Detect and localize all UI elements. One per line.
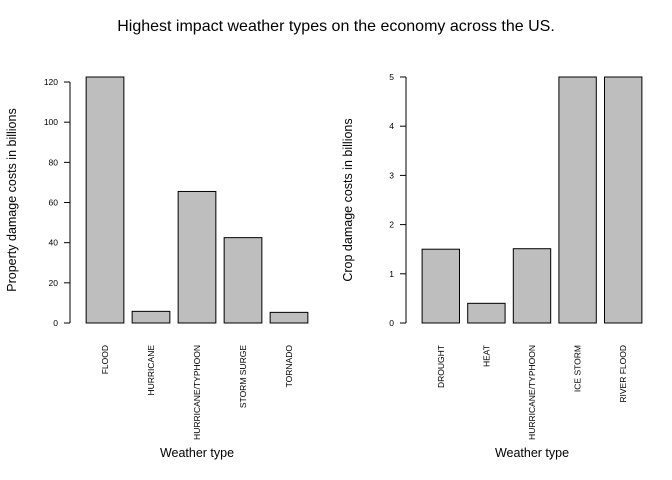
- bar: [512, 248, 552, 324]
- y-tick-label: 100: [44, 117, 58, 127]
- bar: [604, 76, 643, 324]
- bar: [177, 190, 217, 324]
- x-tick-label: HURRICANE/TYPHOON: [192, 345, 202, 440]
- x-tick-label: TORNADO: [284, 345, 294, 388]
- bar: [131, 310, 171, 324]
- x-tick-label: STORM SURGE: [238, 345, 248, 408]
- x-tick-label: DROUGHT: [436, 345, 446, 388]
- x-tick-label: FLOOD: [100, 345, 110, 374]
- figure-title: Highest impact weather types on the econ…: [117, 18, 555, 35]
- y-tick-label: 4: [389, 121, 394, 131]
- y-tick-label: 40: [49, 238, 59, 248]
- y-axis-label: Crop damage costs in billions: [341, 118, 355, 281]
- chart-panel-1: FLOOD HURRICANE HURRICANE/TYPHOON STORM SUR…: [5, 76, 309, 460]
- y-tick-label: 3: [389, 170, 394, 180]
- x-tick-label: ICE STORM: [573, 345, 583, 392]
- bar: [421, 248, 460, 324]
- bar: [223, 237, 263, 324]
- x-axis-label: Weather type: [495, 446, 569, 460]
- y-tick-label: 2: [389, 220, 394, 230]
- y-tick-label: 60: [49, 198, 59, 208]
- y-tick-label: 20: [49, 278, 59, 288]
- bar: [269, 311, 309, 324]
- y-tick-label: 5: [389, 72, 394, 82]
- bar: [85, 76, 125, 324]
- bar: [558, 76, 597, 324]
- x-tick-label: HURRICANE: [146, 345, 156, 396]
- x-tick-label: HEAT: [481, 345, 491, 367]
- y-tick-label: 0: [389, 318, 394, 328]
- x-axis-label: Weather type: [160, 446, 234, 460]
- y-tick-label: 0: [53, 318, 58, 328]
- chart-panel-2: DROUGHT HEAT HURRICANE/TYPHOON ICE STORM RIV…: [341, 72, 643, 460]
- y-tick-label: 80: [49, 157, 59, 167]
- y-tick-label: 120: [44, 77, 58, 87]
- y-axis-label: Property damage costs in billions: [5, 108, 19, 291]
- x-tick-label: HURRICANE/TYPHOON: [527, 345, 537, 440]
- x-tick-label: RIVER FLOOD: [618, 345, 628, 403]
- bar: [467, 302, 506, 324]
- y-tick-label: 1: [389, 269, 394, 279]
